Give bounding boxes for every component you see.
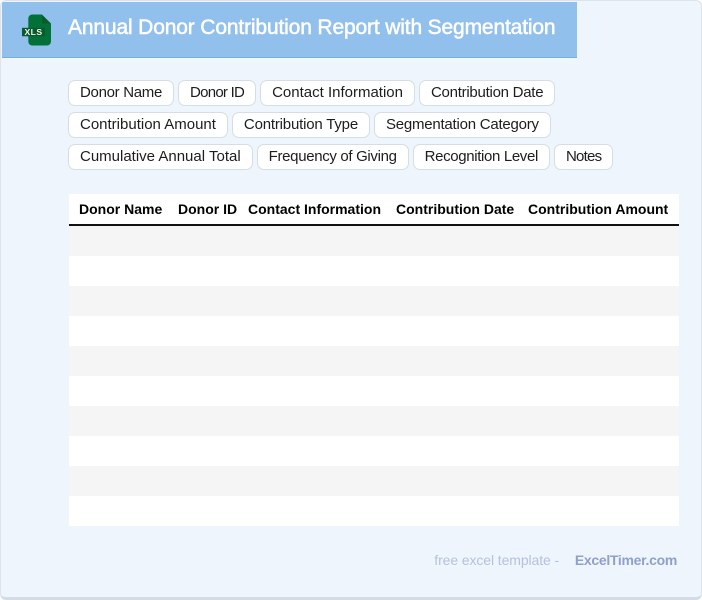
svg-text:XLS: XLS (25, 27, 43, 37)
